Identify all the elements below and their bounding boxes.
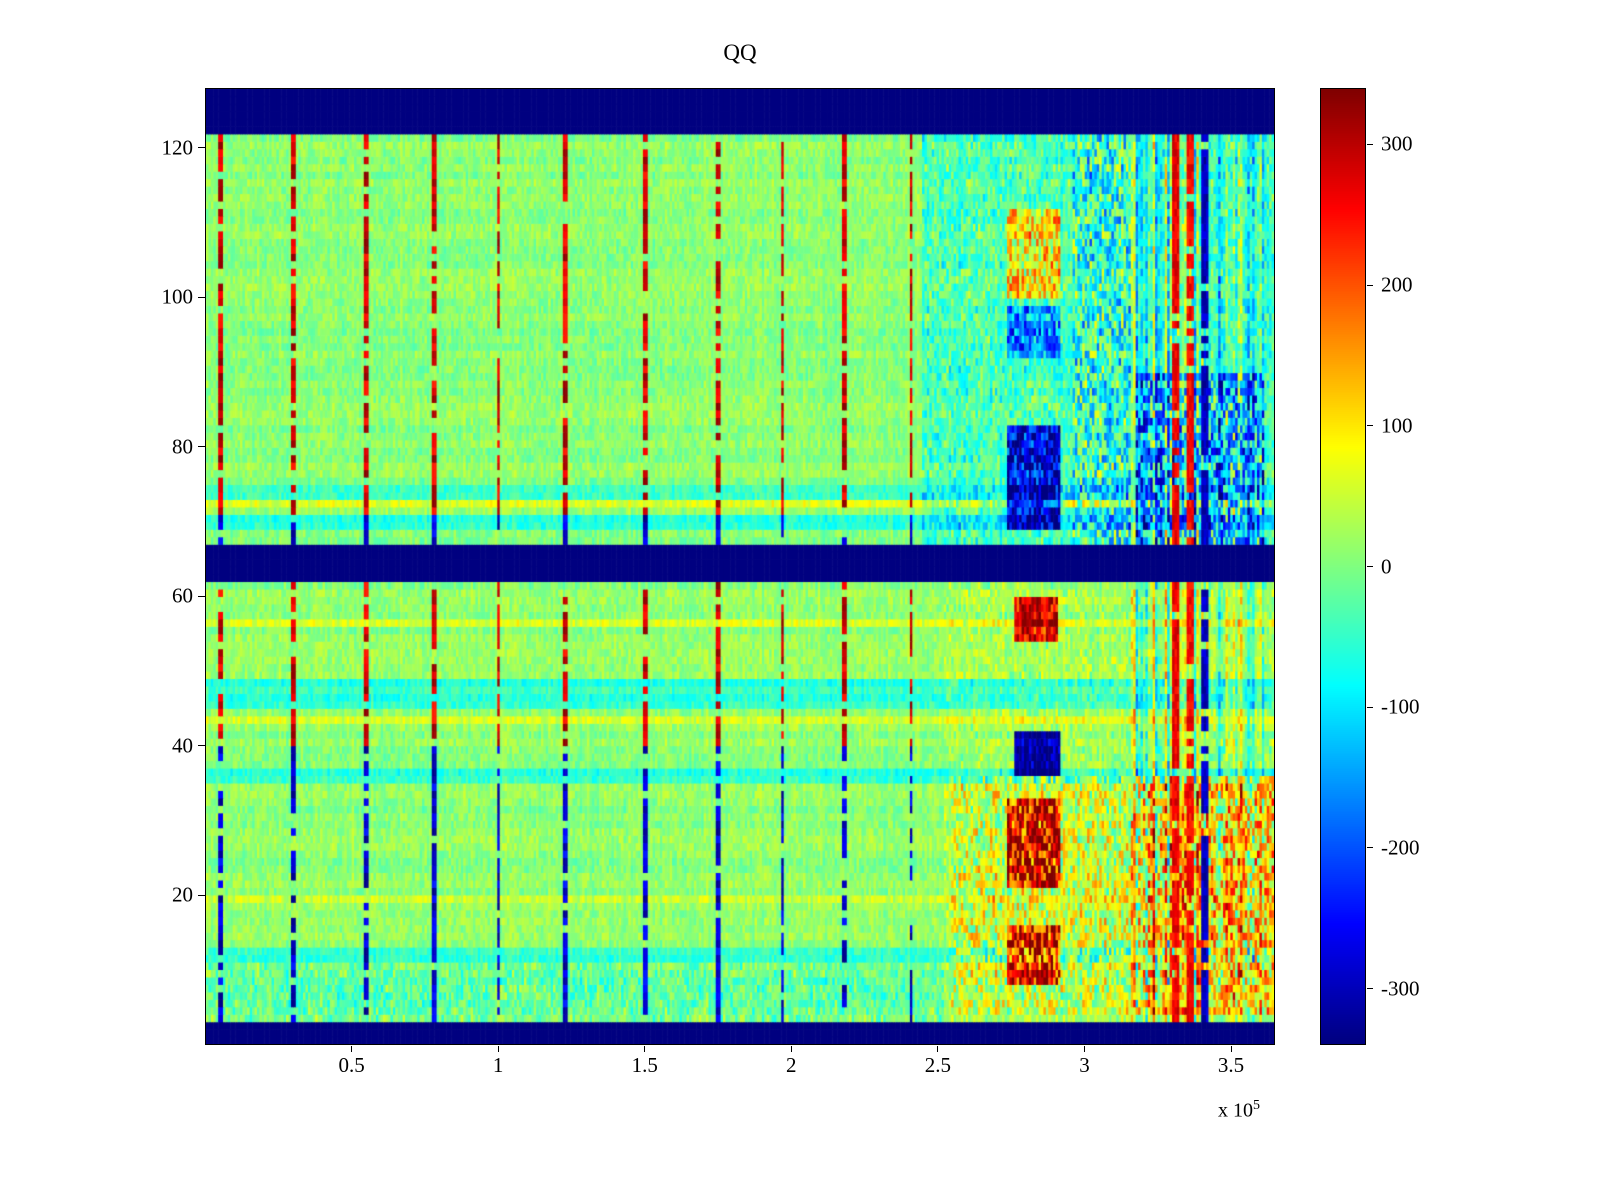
y-tick-mark: [198, 446, 205, 448]
x-tick-mark: [1083, 1046, 1085, 1052]
colorbar-tick-mark: [1367, 143, 1373, 145]
y-tick-mark: [198, 894, 205, 896]
y-tick-mark: [198, 595, 205, 597]
y-tick-label: 80: [172, 434, 193, 459]
colorbar-tick-label: 300: [1381, 131, 1413, 156]
colorbar-tick-mark: [1367, 988, 1373, 990]
x-tick-mark: [790, 1046, 792, 1052]
x-tick-mark: [937, 1046, 939, 1052]
y-tick-mark: [198, 745, 205, 747]
y-tick-mark: [198, 296, 205, 298]
x-tick-mark: [644, 1046, 646, 1052]
y-tick-label: 60: [172, 583, 193, 608]
x-tick-label: 2: [786, 1053, 797, 1077]
y-tick-mark: [198, 147, 205, 149]
chart-title: QQ: [723, 40, 757, 65]
colorbar-tick-label: 100: [1381, 413, 1413, 438]
colorbar-tick-mark: [1367, 566, 1373, 567]
x-tick-label: 1: [492, 1053, 504, 1077]
colorbar-tick-mark: [1367, 847, 1373, 849]
x-tick-label: 1.5: [631, 1053, 658, 1077]
x-tick-mark: [1230, 1046, 1232, 1052]
x-axis-exponent-power: 5: [1253, 1098, 1260, 1113]
x-tick-label: 2.5: [924, 1053, 951, 1077]
colorbar-tick-label: -300: [1381, 976, 1420, 1001]
y-tick-label: 100: [161, 284, 194, 309]
colorbar-tick-mark: [1367, 284, 1373, 286]
x-tick-mark: [497, 1046, 499, 1052]
colorbar: [1320, 88, 1366, 1045]
y-tick-label: 20: [172, 882, 193, 907]
x-axis-exponent-label: x 105: [1218, 1098, 1260, 1123]
colorbar-tick-label: -200: [1381, 835, 1420, 860]
colorbar-tick-mark: [1367, 425, 1373, 427]
colorbar-tick-label: 200: [1381, 272, 1413, 297]
colorbar-canvas: [1321, 89, 1365, 1044]
colorbar-tick-mark: [1367, 706, 1373, 708]
x-axis-exponent-mantissa: x 10: [1218, 1099, 1253, 1122]
heatmap-canvas: [206, 89, 1274, 1044]
x-tick-label: 0.5: [338, 1053, 365, 1077]
colorbar-tick-label: -100: [1381, 694, 1420, 719]
colorbar-tick-label: 0: [1381, 554, 1392, 578]
y-tick-label: 40: [172, 733, 193, 758]
x-tick-mark: [351, 1046, 353, 1052]
x-tick-label: 3: [1079, 1053, 1090, 1077]
heatmap-axes: [205, 88, 1275, 1045]
x-tick-label: 3.5: [1217, 1053, 1245, 1077]
y-tick-label: 120: [161, 135, 194, 160]
